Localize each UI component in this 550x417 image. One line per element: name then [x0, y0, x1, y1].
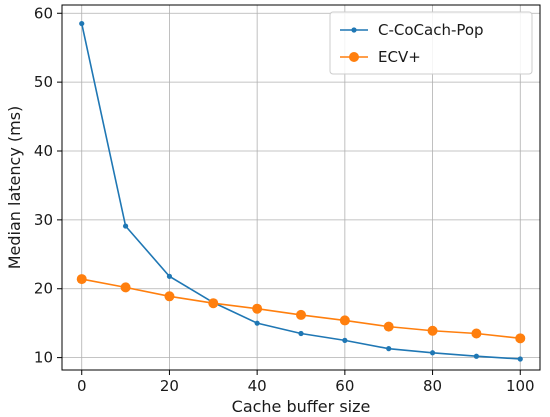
series-line	[81, 278, 521, 340]
legend-label: ECV+	[378, 48, 421, 66]
series-1	[76, 274, 526, 344]
data-point	[515, 333, 526, 344]
x-tick-label: 0	[77, 377, 87, 395]
y-axis-label: Median latency (ms)	[5, 106, 24, 270]
data-point	[342, 337, 348, 343]
legend: C-CoCach-Pop ECV+	[329, 11, 533, 75]
legend-marker	[351, 27, 357, 33]
data-point	[164, 291, 175, 302]
y-tick-label: 60	[34, 4, 53, 22]
data-point	[122, 223, 129, 229]
y-tick-label: 50	[34, 73, 53, 91]
data-point	[383, 321, 394, 332]
series-layer	[76, 20, 526, 362]
data-point	[298, 330, 304, 337]
y-tick-label: 30	[34, 211, 53, 229]
plot-frame	[61, 4, 541, 371]
data-point	[473, 353, 480, 359]
legend-label: C-CoCach-Pop	[378, 21, 484, 39]
data-point	[296, 309, 306, 320]
legend-box	[329, 11, 533, 75]
series-0	[79, 20, 523, 362]
ticks: 0 20 40 60 80 100 10 20 30 40 50 60	[34, 4, 535, 395]
data-point	[254, 320, 260, 326]
x-tick-label: 20	[160, 377, 179, 395]
data-point	[429, 350, 436, 356]
x-tick-label: 60	[335, 377, 354, 395]
legend-marker	[349, 52, 359, 62]
x-tick-label: 100	[506, 377, 535, 395]
x-tick-label: 80	[423, 377, 442, 395]
y-tick-label: 40	[34, 142, 53, 160]
x-axis-label: Cache buffer size	[232, 397, 371, 416]
y-tick-label: 10	[34, 349, 53, 367]
data-point	[252, 303, 263, 314]
data-point	[471, 328, 482, 339]
data-point	[120, 282, 131, 293]
data-point	[427, 325, 438, 336]
x-tick-label: 40	[248, 377, 267, 395]
data-point	[339, 315, 350, 326]
data-point	[79, 20, 85, 27]
data-point	[517, 356, 523, 362]
data-point	[166, 273, 173, 279]
data-point	[76, 274, 87, 285]
data-point	[208, 298, 219, 309]
data-point	[386, 346, 392, 352]
y-tick-label: 20	[34, 280, 53, 298]
